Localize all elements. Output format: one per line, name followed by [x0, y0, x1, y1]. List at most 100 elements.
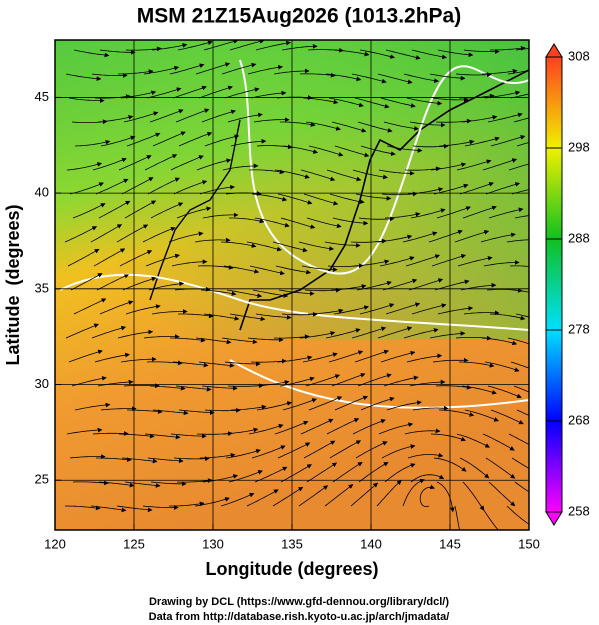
streamline: [379, 256, 415, 267]
credit: Data from http://database.rish.kyoto-u.a…: [149, 611, 450, 623]
streamline: [90, 224, 123, 243]
streamline: [278, 289, 315, 297]
streamline: [299, 72, 336, 78]
streamline: [403, 73, 439, 84]
streamline: [515, 313, 529, 318]
streamline: [435, 118, 472, 124]
streamline: [298, 485, 329, 507]
streamline: [384, 463, 416, 483]
streamline: [246, 489, 279, 507]
streamline: [514, 481, 529, 493]
streamline: [404, 428, 441, 435]
streamline: [123, 111, 159, 123]
streamline: [378, 169, 415, 176]
streamline: [457, 255, 493, 267]
streamline: [70, 273, 103, 291]
streamline: [483, 259, 520, 267]
streamline: [333, 49, 370, 57]
streamline: [485, 182, 521, 195]
streamline: [224, 87, 260, 99]
streamline: [229, 217, 265, 224]
streamline: [300, 169, 336, 182]
streamline: [116, 224, 149, 243]
streamline: [273, 68, 310, 75]
streamline: [428, 229, 463, 243]
streamline: [275, 265, 312, 275]
streamline: [74, 139, 111, 147]
streamline: [490, 409, 524, 425]
colorbar-tick-label: 298: [568, 139, 590, 154]
streamline: [96, 274, 130, 291]
streamline: [412, 405, 449, 411]
streamline: [168, 231, 204, 243]
streamline: [72, 203, 106, 219]
streamline: [202, 474, 239, 483]
streamline: [98, 200, 131, 219]
streamline: [481, 68, 518, 75]
streamline: [359, 303, 395, 315]
streamline: [385, 49, 421, 60]
streamline: [119, 250, 153, 267]
streamline: [93, 248, 126, 267]
streamline: [122, 276, 157, 291]
streamline: [73, 49, 110, 58]
streamline: [251, 445, 286, 459]
streamline: [360, 396, 395, 411]
plot-frame: [54, 39, 530, 531]
streamline: [299, 331, 336, 339]
streamline: [407, 452, 444, 459]
streamline: [196, 158, 232, 171]
streamline: [227, 112, 263, 123]
streamline: [328, 97, 364, 108]
streamline: [360, 145, 396, 156]
streamline: [507, 337, 529, 345]
colorbar-tick-label: 268: [568, 412, 590, 427]
streamline: [329, 440, 362, 459]
streamline: [516, 409, 529, 416]
y-tick-label: 35: [35, 280, 49, 295]
streamline: [229, 40, 265, 51]
y-axis-label: Latitude (degrees): [3, 204, 23, 365]
streamline: [99, 49, 136, 55]
streamline: [454, 505, 460, 530]
streamline: [175, 108, 210, 123]
streamline: [68, 97, 105, 103]
streamline: [376, 480, 402, 507]
field: [55, 40, 529, 530]
streamline: [253, 117, 290, 123]
streamline: [120, 356, 157, 363]
streamline: [437, 49, 474, 58]
streamline: [300, 418, 334, 435]
streamline: [355, 193, 392, 201]
streamline: [419, 484, 435, 508]
streamline: [147, 457, 184, 464]
streamline: [203, 313, 240, 321]
streamline: [334, 395, 369, 411]
streamline: [144, 154, 178, 171]
streamline: [121, 457, 158, 464]
colorbar-tick-label: 308: [568, 48, 590, 63]
streamline: [125, 46, 162, 52]
streamline: [462, 481, 485, 511]
streamline: [144, 433, 181, 440]
streamline: [383, 121, 420, 131]
streamline: [246, 241, 282, 252]
streamline: [220, 492, 255, 507]
streamline: [436, 481, 455, 513]
streamline: [482, 158, 518, 171]
streamline: [303, 193, 339, 206]
streamline: [386, 400, 422, 411]
streamline: [487, 385, 522, 399]
streamline: [326, 169, 362, 182]
streamline: [510, 93, 529, 99]
streamline: [489, 313, 526, 321]
streamline: [298, 241, 335, 251]
streamline: [282, 145, 319, 154]
streamline: [90, 505, 127, 513]
streamline: [121, 177, 154, 195]
chart-title: MSM 21Z15Aug2026 (1013.2hPa): [137, 5, 461, 28]
streamline: [463, 310, 500, 316]
streamline: [358, 216, 395, 222]
streamline: [248, 423, 284, 435]
